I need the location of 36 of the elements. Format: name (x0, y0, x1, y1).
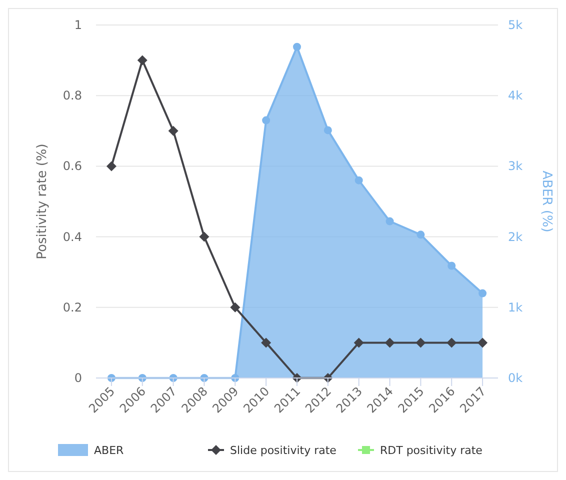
y2-axis-title: ABER (%) (539, 170, 554, 232)
y-tick-label: 0.8 (62, 88, 82, 103)
point (168, 126, 178, 136)
y-tick-label: 0.2 (62, 300, 82, 314)
y2-tick-label: 3k (508, 159, 523, 174)
point (137, 55, 148, 66)
legend-label: RDT positivity rate (380, 444, 483, 457)
point (416, 230, 425, 239)
y-axis-title: Positivity rate (%) (35, 144, 50, 260)
y-tick-label: 1 (74, 18, 82, 32)
point (106, 161, 116, 172)
point (324, 126, 332, 134)
y-tick-label: 0 (74, 371, 82, 385)
point (386, 217, 394, 226)
legend-label: ABER (94, 444, 124, 457)
point (230, 302, 240, 312)
point (416, 338, 426, 348)
point (261, 338, 272, 348)
point (354, 338, 364, 348)
point (384, 338, 395, 348)
point (448, 262, 456, 270)
legend-label: Slide positivity rate (230, 444, 337, 457)
point (446, 338, 457, 348)
point (262, 116, 270, 124)
y-tick-label: 0.6 (62, 159, 82, 174)
y2-tick-label: 4k (508, 88, 523, 103)
point (199, 232, 210, 242)
y2-tick-label: 0k (508, 371, 523, 385)
point (354, 176, 363, 184)
point (293, 42, 301, 51)
point (478, 289, 487, 298)
y2-tick-label: 2k (508, 230, 523, 244)
y2-tick-label: 5k (508, 18, 523, 32)
y-tick-label: 0.4 (62, 230, 82, 244)
y2-tick-label: 1k (508, 300, 523, 314)
point (478, 338, 488, 348)
